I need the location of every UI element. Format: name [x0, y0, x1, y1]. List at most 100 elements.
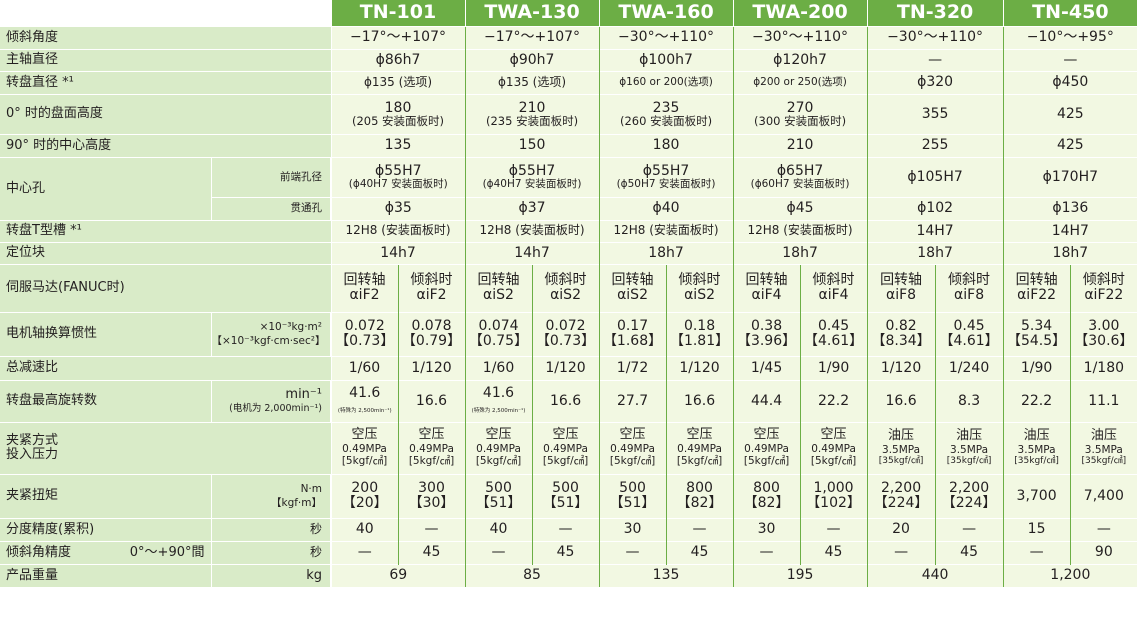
row-tilt-angle: 倾斜角度 −17°～+107° −17°～+107° −30°～+110° −3…	[0, 25, 1137, 49]
cell-main: 油压	[1090, 428, 1117, 444]
cell: 270 (300 安装面板时)	[732, 93, 868, 134]
row-inertia: 电机轴换算惯性 ×10⁻³kg·m² 【×10⁻³kgf·cm·sec²】 0.0…	[0, 311, 1137, 356]
row-spindle-diameter: 主轴直径 ϕ86h7 ϕ90h7 ϕ100h7 ϕ120h7 — —	[0, 48, 1137, 71]
row-label: 主轴直径	[0, 48, 332, 71]
cell: 14H7	[1002, 219, 1137, 242]
cell-main: 0.82	[885, 318, 917, 335]
cell: 45	[397, 540, 466, 564]
row-center-hole-through: 贯通孔 ϕ35 ϕ37 ϕ40 ϕ45 ϕ102 ϕ136	[0, 196, 1137, 220]
cell-main: 5.34	[1020, 318, 1053, 335]
cell-main: αiF2	[349, 287, 380, 303]
cell: 500 【51】	[531, 473, 600, 518]
row-table-height: 0° 时的盘面高度 180 (205 安装面板时) 210 (235 安装面板时) …	[0, 93, 1137, 134]
cell-main: αiF8	[954, 287, 985, 303]
cell: 18h7	[732, 241, 868, 264]
cell: −30°～+110°	[732, 25, 868, 49]
cell-sub: 【0.73】	[335, 333, 395, 349]
cell: 500 【51】	[598, 473, 667, 518]
row-label-line2: 投入压力	[6, 447, 59, 462]
axis-label: 回转轴	[343, 272, 386, 289]
cell: 18h7	[1002, 241, 1137, 264]
row-t-slot: 转盘T型槽 *¹ 12H8 (安装面板时) 12H8 (安装面板时) 12H8 …	[0, 219, 1137, 242]
cell: 空压 0.49MPa [5kgf/㎠]	[799, 421, 868, 474]
cell-main: 210	[518, 99, 546, 116]
cell: 14H7	[866, 219, 1004, 242]
cell: −10°～+95°	[1002, 25, 1137, 49]
cell: ϕ100h7	[598, 48, 734, 71]
unit-primary: N·m	[300, 482, 322, 495]
cell: 0.072 【0.73】	[531, 311, 600, 356]
cell-sub: 【30.6】	[1074, 333, 1134, 349]
cell: ϕ170H7	[1002, 156, 1137, 197]
cell-main: 0.074	[478, 318, 519, 335]
cell-sub2: [5kgf/㎠]	[810, 455, 857, 468]
cell-main: αiS2	[483, 287, 514, 303]
cell: 油压 3.5MPa [35kgf/㎠]	[934, 421, 1004, 474]
cell: 69	[330, 563, 466, 587]
axis-label: 回转轴	[477, 272, 520, 289]
unit-secondary: 【×10⁻³kgf·cm·sec²】	[211, 335, 326, 347]
cell: 回转轴 αiS2	[598, 263, 667, 312]
cell-sub: 【30】	[408, 495, 455, 511]
cell: ϕ160 or 200(选项)	[598, 70, 734, 94]
cell-sub: 3.5MPa	[1017, 444, 1056, 457]
cell: ϕ55H7 (ϕ50H7 安装面板时)	[598, 156, 734, 197]
cell: 空压 0.49MPa [5kgf/㎠]	[531, 421, 600, 474]
axis-label: 倾斜时	[678, 272, 721, 289]
cell-sub: (ϕ50H7 安装面板时)	[616, 177, 716, 190]
cell: 200 【20】	[330, 473, 398, 518]
cell-main: 1,000	[813, 480, 854, 497]
cell: ϕ55H7 (ϕ40H7 安装面板时)	[464, 156, 600, 197]
cell: 14h7	[464, 241, 600, 264]
cell: 空压 0.49MPa [5kgf/㎠]	[665, 421, 734, 474]
cell: 空压 0.49MPa [5kgf/㎠]	[330, 421, 398, 474]
cell-sub: 【82】	[676, 495, 723, 511]
cell-main: 2,200	[949, 480, 990, 497]
cell-sub: 0.49MPa	[677, 443, 722, 456]
row-label: 中心孔	[0, 156, 212, 220]
cell-sub: 【4.61】	[803, 333, 864, 349]
cell: 425	[1002, 93, 1137, 134]
cell-sub: 0.49MPa	[543, 443, 588, 456]
cell-main: 0.072	[545, 318, 586, 335]
cell: —	[799, 517, 868, 541]
axis-label: 回转轴	[880, 272, 923, 289]
cell-note: (特殊为 2,500min⁻¹)	[337, 408, 392, 414]
cell-sub: (235 安装面板时)	[485, 114, 579, 129]
cell-main: 油压	[956, 428, 983, 444]
cell: 30	[598, 517, 667, 541]
cell-main: 0.45	[817, 318, 850, 335]
unit-label: kg	[211, 563, 332, 587]
cell-main: 235	[652, 99, 680, 116]
cell: ϕ35	[330, 196, 466, 220]
cell-sub: 【1.81】	[669, 333, 730, 349]
cell-sub: 3.5MPa	[950, 444, 989, 457]
cell-main: ϕ55H7	[375, 163, 422, 180]
cell: 0.45 【4.61】	[799, 311, 868, 356]
row-label: 总减速比	[0, 355, 332, 380]
cell: 0.072 【0.73】	[330, 311, 398, 356]
cell: ϕ45	[732, 196, 868, 220]
cell-main: 0.38	[750, 318, 783, 335]
cell: 41.6 (特殊为 2,500min⁻¹)	[330, 379, 398, 422]
cell: 1/180	[1069, 355, 1137, 380]
cell: 7,400	[1069, 473, 1137, 518]
cell-main: 空压	[619, 427, 646, 443]
cell: —	[1002, 48, 1137, 71]
cell: 1/120	[397, 355, 466, 380]
cell-main: 空压	[753, 427, 780, 443]
cell-sub: 0.49MPa	[610, 443, 655, 456]
cell: —	[598, 540, 667, 564]
row-label: 转盘T型槽 *¹	[0, 219, 332, 242]
cell: ϕ37	[464, 196, 600, 220]
cell: —	[1002, 540, 1071, 564]
cell: 0.074 【0.75】	[464, 311, 533, 356]
cell: 1,200	[1002, 563, 1137, 587]
cell: 18h7	[598, 241, 734, 264]
unit-label: 秒	[211, 517, 332, 541]
cell: 回转轴 αiF8	[866, 263, 936, 312]
cell: 1/120	[866, 355, 936, 380]
cell: 11.1	[1069, 379, 1137, 422]
cell-note: (特殊为 2,500min⁻¹)	[471, 408, 526, 414]
cell-sub2: [5kgf/㎠]	[542, 455, 589, 468]
